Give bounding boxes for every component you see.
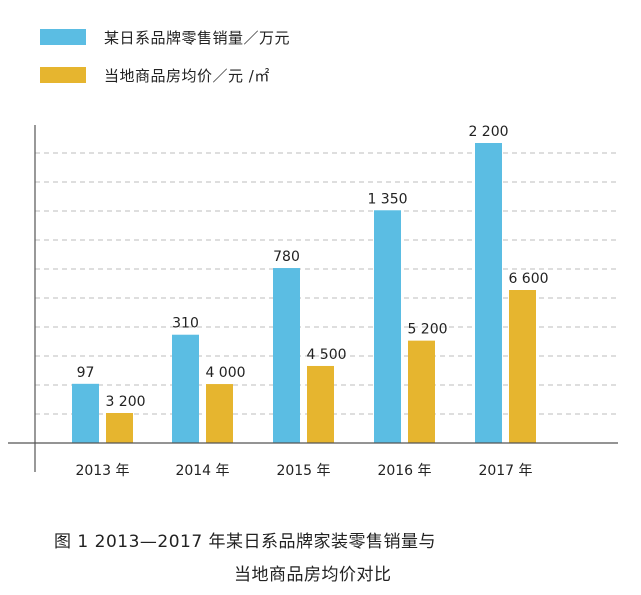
x-tick-label: 2013 年: [75, 463, 129, 479]
x-tick-label: 2015 年: [276, 463, 330, 479]
data-label-price: 4 500: [306, 347, 346, 363]
data-label-sales: 97: [77, 365, 95, 381]
x-tick-label: 2017 年: [478, 463, 532, 479]
bar-sales: [172, 334, 199, 443]
bar-price: [509, 290, 536, 443]
bar-price: [206, 384, 233, 443]
bar-price: [106, 413, 133, 443]
bar-sales: [72, 383, 99, 443]
axes: [8, 125, 618, 472]
data-labels: 97 3 200 310 4 000 780 4 500 1 350 5 200 2 200 6 …: [77, 124, 549, 410]
bar-price: [408, 340, 435, 443]
figure-caption-line2: 当地商品房均价对比: [234, 565, 392, 585]
bars: [72, 143, 536, 443]
x-tick-label: 2016 年: [377, 463, 431, 479]
x-tick-label: 2014 年: [175, 463, 229, 479]
legend-swatch-blue: [40, 29, 86, 45]
data-label-price: 4 000: [205, 365, 245, 381]
legend-item-sales: 某日系品牌零售销量／万元: [40, 26, 290, 48]
data-label-sales: 2 200: [468, 124, 508, 140]
bar-sales: [475, 143, 502, 443]
data-label-sales: 310: [172, 316, 199, 332]
bar-sales: [273, 268, 300, 443]
legend-label-price: 当地商品房均价／元 /㎡: [104, 66, 270, 85]
data-label-sales: 780: [273, 249, 300, 265]
legend-swatch-gold: [40, 67, 86, 83]
data-label-price: 6 600: [508, 271, 548, 287]
data-label-price: 3 200: [105, 394, 145, 410]
x-tick-labels: 2013 年 2014 年 2015 年 2016 年 2017 年: [75, 463, 532, 479]
bar-price: [307, 365, 334, 443]
data-label-sales: 1 350: [367, 191, 407, 207]
data-label-price: 5 200: [407, 322, 447, 338]
bar-sales: [374, 210, 401, 443]
legend-item-price: 当地商品房均价／元 /㎡: [40, 64, 290, 86]
legend: 某日系品牌零售销量／万元 当地商品房均价／元 /㎡: [40, 26, 290, 102]
legend-label-sales: 某日系品牌零售销量／万元: [104, 28, 291, 47]
figure-caption-line1: 图 1 2013—2017 年某日系品牌家装零售销量与: [54, 532, 437, 552]
